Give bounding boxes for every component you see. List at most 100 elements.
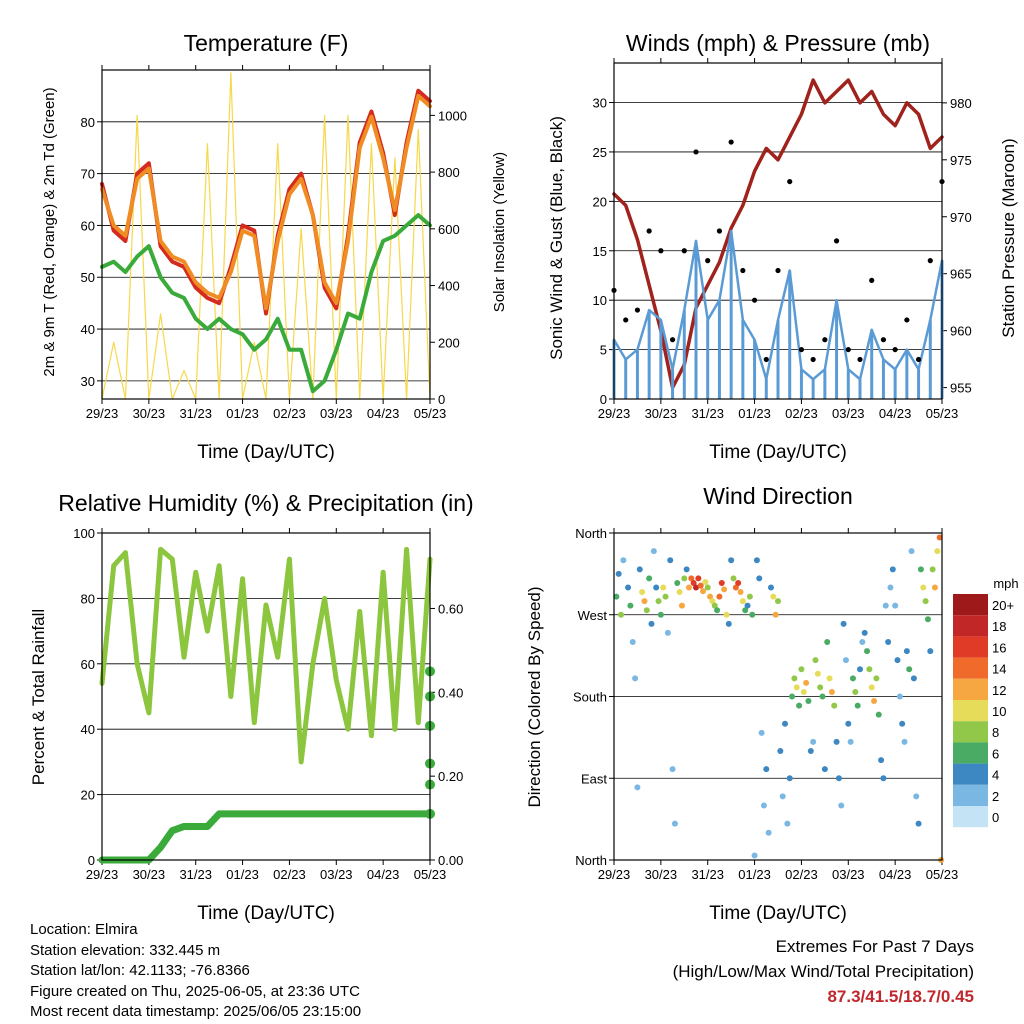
direction-point xyxy=(833,738,840,745)
y-tick-label-right: 400 xyxy=(438,279,460,294)
direction-point xyxy=(899,720,906,727)
direction-point xyxy=(749,611,756,618)
winds-ylabel-right: Station Pressure (Maroon) xyxy=(999,138,1018,337)
legend-swatch xyxy=(953,806,988,828)
y-tick-label-right: 0.40 xyxy=(438,685,463,700)
direction-point xyxy=(805,698,812,705)
direction-point xyxy=(798,666,805,673)
y-tick-label: 30 xyxy=(593,96,607,111)
plot-frame xyxy=(101,532,431,861)
direction-point xyxy=(707,593,714,600)
direction-point xyxy=(634,784,641,791)
y-tick-label: 40 xyxy=(81,322,95,337)
direction-point xyxy=(695,575,702,582)
direction-point xyxy=(807,748,814,754)
direction-point xyxy=(885,639,892,645)
direction-point xyxy=(857,666,863,673)
direction-point xyxy=(871,698,878,705)
legend-swatch xyxy=(953,763,988,785)
x-tick-label: 29/23 xyxy=(598,867,631,882)
wind-direction-panel: Wind Direction Time (Day/UTC) Direction … xyxy=(525,483,1019,924)
direction-point xyxy=(913,793,920,800)
direction-point xyxy=(789,693,796,700)
direction-point xyxy=(650,548,657,555)
direction-point xyxy=(718,579,725,586)
y-tick-label: 60 xyxy=(81,218,95,233)
y-tick-label: East xyxy=(581,771,607,786)
direction-point xyxy=(845,720,852,727)
direction-point xyxy=(742,607,749,614)
y-tick-label: 10 xyxy=(593,293,607,308)
x-tick-label: 29/23 xyxy=(598,406,631,421)
gust-point xyxy=(927,258,933,264)
direction-point xyxy=(620,557,627,564)
gust-point xyxy=(693,149,699,155)
direction-point xyxy=(882,602,889,609)
direction-point xyxy=(662,593,669,600)
direction-point xyxy=(751,852,758,859)
y-tick-label: 5 xyxy=(600,343,607,358)
y-tick-label: 15 xyxy=(593,244,607,259)
direction-point xyxy=(716,593,723,600)
gust-point xyxy=(681,248,687,254)
direction-point xyxy=(660,584,667,591)
direction-point xyxy=(653,584,660,591)
legend-label: 10 xyxy=(992,704,1006,719)
station-info: Location: Elmira Station elevation: 332.… xyxy=(30,920,361,1023)
y-tick-label-right: 200 xyxy=(438,335,460,350)
direction-point xyxy=(723,611,730,618)
gust-point xyxy=(869,277,875,284)
direction-point xyxy=(934,548,941,555)
direction-point xyxy=(810,738,817,745)
gust-point xyxy=(705,258,711,264)
direction-point xyxy=(767,584,774,591)
x-tick-label: 31/23 xyxy=(179,406,212,421)
winds-ylabel: Sonic Wind & Gust (Blue, Black) xyxy=(547,116,566,360)
x-tick-label: 05/23 xyxy=(414,867,447,882)
direction-point xyxy=(889,566,896,573)
direction-point xyxy=(704,584,711,591)
x-tick-label: 01/23 xyxy=(226,406,259,421)
direction-point xyxy=(906,666,913,673)
y-tick-label-right: 0 xyxy=(438,392,445,407)
precip-line xyxy=(98,810,434,864)
y-tick-label: 100 xyxy=(73,526,95,541)
direction-point xyxy=(896,693,903,700)
direction-point xyxy=(688,575,695,582)
legend-label: 14 xyxy=(992,662,1006,677)
y-tick-label: 40 xyxy=(81,722,95,737)
humidity-panel: Relative Humidity (%) & Precipitation (i… xyxy=(29,490,474,924)
x-tick-label: 30/23 xyxy=(133,406,166,421)
humidity-xlabel: Time (Day/UTC) xyxy=(197,903,335,924)
direction-point xyxy=(746,593,753,600)
direction-point xyxy=(873,675,880,682)
direction-point xyxy=(629,639,636,645)
direction-point xyxy=(763,766,770,773)
wind-direction-title: Wind Direction xyxy=(703,483,853,509)
gust-point xyxy=(857,356,863,363)
y-tick-label: 60 xyxy=(81,657,95,672)
x-tick-label: 05/23 xyxy=(926,867,959,882)
gust-point xyxy=(880,337,887,343)
direction-point xyxy=(931,584,938,591)
gust-point xyxy=(658,248,664,254)
direction-point xyxy=(924,616,931,623)
gust-point xyxy=(892,346,898,353)
direction-point xyxy=(852,688,859,695)
direction-point xyxy=(854,702,861,709)
direction-point xyxy=(711,602,718,609)
direction-point xyxy=(842,657,849,664)
direction-point xyxy=(641,598,648,605)
sonic-wind-line xyxy=(612,229,944,381)
y-tick-label: 70 xyxy=(81,167,95,182)
legend-label: 0 xyxy=(992,810,999,825)
direction-point xyxy=(803,679,810,686)
direction-point xyxy=(793,684,800,691)
winds-panel: Winds (mph) & Pressure (mb) Time (Day/UT… xyxy=(547,30,1018,463)
direction-point xyxy=(908,548,915,555)
direction-point xyxy=(671,820,678,827)
x-tick-label: 05/23 xyxy=(414,406,447,421)
extremes-box: Extremes For Past 7 Days (High/Low/Max W… xyxy=(673,934,974,1009)
x-tick-label: 03/23 xyxy=(832,406,865,421)
